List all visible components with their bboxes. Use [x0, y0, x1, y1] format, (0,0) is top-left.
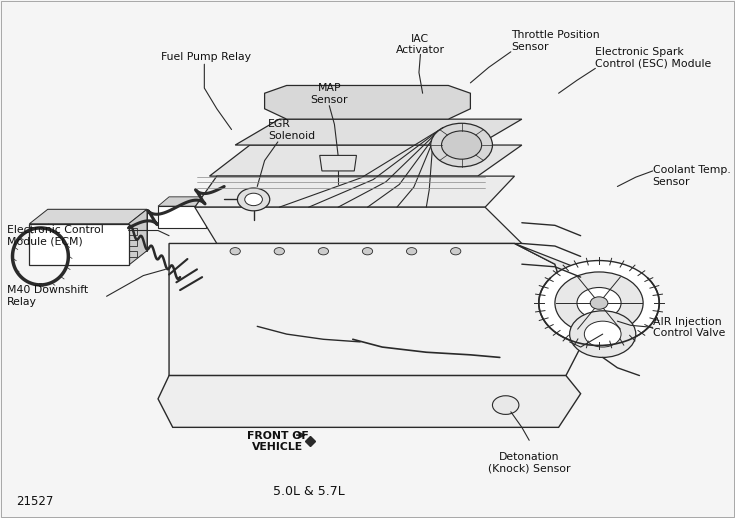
- Polygon shape: [169, 243, 581, 376]
- Polygon shape: [514, 243, 581, 347]
- Polygon shape: [195, 207, 522, 243]
- Polygon shape: [158, 197, 217, 206]
- Circle shape: [431, 123, 492, 167]
- Text: Coolant Temp.
Sensor: Coolant Temp. Sensor: [653, 165, 731, 187]
- Circle shape: [555, 272, 643, 334]
- Polygon shape: [158, 206, 206, 228]
- Polygon shape: [265, 85, 470, 119]
- Text: Detonation
(Knock) Sensor: Detonation (Knock) Sensor: [488, 452, 570, 473]
- Circle shape: [362, 248, 373, 255]
- Text: Fuel Pump Relay: Fuel Pump Relay: [161, 52, 251, 62]
- Circle shape: [577, 287, 621, 319]
- Polygon shape: [169, 197, 217, 219]
- Polygon shape: [235, 119, 522, 145]
- Circle shape: [237, 188, 270, 211]
- Circle shape: [570, 311, 636, 357]
- Polygon shape: [29, 209, 147, 224]
- Text: FRONT OF
VEHICLE: FRONT OF VEHICLE: [247, 430, 309, 452]
- Text: 5.0L & 5.7L: 5.0L & 5.7L: [273, 484, 345, 498]
- Text: IAC
Activator: IAC Activator: [396, 34, 445, 55]
- Circle shape: [442, 131, 481, 159]
- Circle shape: [492, 396, 519, 414]
- Text: Electronic Spark
Control (ESC) Module: Electronic Spark Control (ESC) Module: [595, 47, 711, 68]
- Polygon shape: [158, 376, 581, 427]
- Circle shape: [230, 248, 240, 255]
- Circle shape: [245, 193, 262, 206]
- Circle shape: [451, 248, 461, 255]
- Text: EGR
Solenoid: EGR Solenoid: [268, 119, 315, 141]
- Circle shape: [274, 248, 284, 255]
- Circle shape: [406, 248, 417, 255]
- Polygon shape: [209, 145, 522, 176]
- Text: AIR Injection
Control Valve: AIR Injection Control Valve: [653, 316, 725, 338]
- Polygon shape: [48, 209, 147, 251]
- Polygon shape: [195, 176, 514, 207]
- Circle shape: [584, 321, 621, 347]
- Polygon shape: [29, 224, 129, 265]
- Text: Throttle Position
Sensor: Throttle Position Sensor: [511, 30, 600, 52]
- Polygon shape: [129, 209, 147, 265]
- Text: 21527: 21527: [16, 495, 54, 508]
- Text: Electronic Control
Module (ECM): Electronic Control Module (ECM): [7, 225, 104, 247]
- Circle shape: [590, 297, 608, 309]
- Circle shape: [318, 248, 329, 255]
- Text: M40 Downshift
Relay: M40 Downshift Relay: [7, 285, 88, 307]
- Text: MAP
Sensor: MAP Sensor: [310, 83, 348, 105]
- Circle shape: [539, 261, 659, 346]
